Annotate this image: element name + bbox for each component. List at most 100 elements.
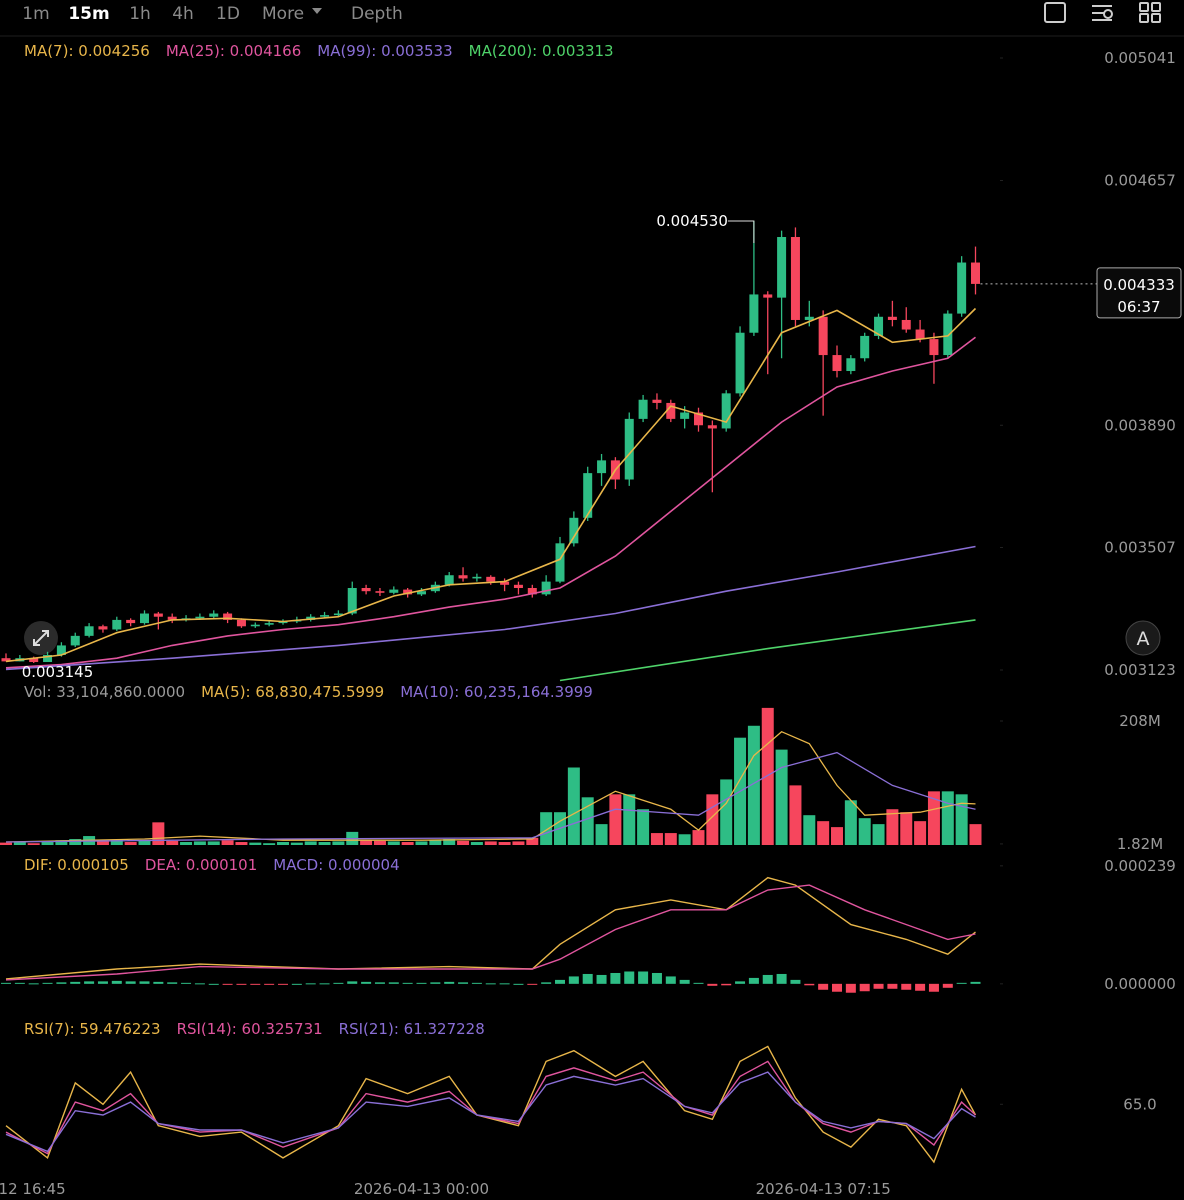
macd-bar xyxy=(153,981,164,984)
candle-body xyxy=(929,339,939,356)
macd-bar xyxy=(291,983,302,985)
volume-bar xyxy=(180,842,193,845)
y-tick-label: 0.003507 xyxy=(1104,538,1176,556)
candle-body xyxy=(735,332,745,394)
macd-bar xyxy=(693,982,704,984)
last-price-box xyxy=(1096,267,1182,319)
macd-bar xyxy=(527,983,538,985)
volume-bar xyxy=(55,840,68,845)
more-caret xyxy=(312,8,322,14)
y-tick-label: 0.000000 xyxy=(1104,975,1176,993)
macd-bar xyxy=(1,982,11,984)
macd-bar xyxy=(624,971,635,984)
candle-body xyxy=(901,319,911,330)
macd-bar xyxy=(499,983,510,985)
volume-bar xyxy=(277,842,289,845)
macd-bar xyxy=(236,983,247,985)
legend-entry: RSI(7): 59.476223 xyxy=(24,1020,161,1038)
interval-tab[interactable]: 1D xyxy=(216,4,240,24)
volume-bar xyxy=(96,841,109,845)
candle-body xyxy=(860,335,870,359)
candle-body xyxy=(361,587,371,592)
volume-bar xyxy=(263,843,276,845)
volume-bar xyxy=(567,767,580,845)
interval-tab[interactable]: 4h xyxy=(172,4,194,24)
volume-bar xyxy=(166,840,179,845)
auto-button[interactable] xyxy=(1125,620,1161,656)
candle-body xyxy=(84,626,94,636)
candle-body xyxy=(209,613,219,617)
volume-bar xyxy=(138,840,151,845)
macd-bar xyxy=(361,981,372,984)
candle-body xyxy=(417,591,426,595)
rsi-panel xyxy=(5,1045,977,1164)
interval-tab[interactable]: 15m xyxy=(68,4,109,24)
candle-body xyxy=(333,613,343,616)
volume-bar xyxy=(720,779,733,845)
y-tick-label: 0.004657 xyxy=(1104,172,1176,190)
macd-panel xyxy=(1,876,981,993)
toolbar-icons xyxy=(1044,2,1161,23)
volume-bar xyxy=(831,827,843,845)
icon-settings[interactable] xyxy=(1092,5,1112,21)
icon-layout xyxy=(1151,13,1161,23)
macd-bar xyxy=(555,979,565,984)
macd-bar xyxy=(14,982,25,984)
candle-body xyxy=(223,613,233,620)
y-tick-label: 208M xyxy=(1119,712,1161,730)
macd-bar xyxy=(651,972,662,984)
macd-bar xyxy=(167,982,178,984)
auto-button-label[interactable]: A xyxy=(1137,628,1150,650)
volume-bar xyxy=(609,794,622,845)
macd-bar xyxy=(208,983,219,985)
macd-bar xyxy=(970,981,981,984)
icon-screenshot[interactable] xyxy=(1044,2,1066,23)
macd-bar xyxy=(374,982,385,984)
volume-bar xyxy=(401,842,414,845)
volume-bar xyxy=(927,791,940,845)
indicator-line xyxy=(5,336,976,669)
volume-bar xyxy=(844,800,857,845)
depth-tab[interactable]: Depth xyxy=(351,4,403,24)
candle-body xyxy=(153,613,163,617)
macd-bar xyxy=(832,983,842,992)
volume-bar xyxy=(858,818,871,845)
interval-tab[interactable]: 1m xyxy=(22,4,49,24)
macd-bar xyxy=(638,971,649,984)
more-tab[interactable]: More xyxy=(262,4,304,24)
candle-body xyxy=(195,616,205,619)
candle-body xyxy=(126,619,136,624)
candle-body xyxy=(140,613,149,624)
volume-bar xyxy=(152,822,165,845)
last-price-label: 0.004333 xyxy=(1103,276,1175,294)
candle-body xyxy=(943,313,953,356)
high-marker-line xyxy=(727,220,755,244)
volume-bar xyxy=(581,797,594,845)
indicator-line xyxy=(5,307,977,663)
legend-entry: MA(7): 0.004256 xyxy=(24,42,150,60)
macd-bar xyxy=(665,976,676,984)
candle-body xyxy=(375,591,385,593)
volume-bar xyxy=(789,785,802,845)
interval-tab[interactable]: 1h xyxy=(129,4,151,24)
countdown-label: 06:37 xyxy=(1117,298,1160,316)
macd-bar xyxy=(430,982,441,984)
expand-button[interactable] xyxy=(24,621,58,655)
icon-layout[interactable] xyxy=(1139,2,1149,12)
indicator-line xyxy=(5,1045,977,1164)
low-marker-label: 0.003145 xyxy=(22,663,94,681)
volume-bar xyxy=(900,812,913,845)
volume-bar xyxy=(0,842,12,845)
macd-bar xyxy=(790,979,801,984)
volume-bar xyxy=(886,809,899,845)
volume-bar xyxy=(637,809,650,845)
macd-bar xyxy=(139,981,150,984)
candle-body xyxy=(70,635,80,646)
volume-bar xyxy=(595,824,608,845)
indicator-line xyxy=(559,619,976,682)
candle-body xyxy=(320,615,330,617)
candle-body xyxy=(250,624,260,627)
y-tick-label: 1.82M xyxy=(1117,835,1163,853)
legend-entry: RSI(14): 60.325731 xyxy=(177,1020,323,1038)
macd-bar xyxy=(56,982,67,984)
